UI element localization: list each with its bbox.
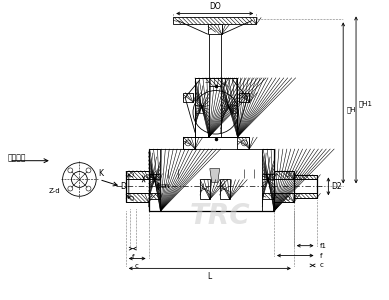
Text: 禁油: 禁油: [194, 106, 205, 115]
Polygon shape: [274, 171, 294, 179]
Polygon shape: [126, 171, 149, 179]
Polygon shape: [220, 179, 230, 199]
Text: DO: DO: [209, 2, 221, 10]
Polygon shape: [149, 173, 160, 179]
Polygon shape: [262, 193, 274, 199]
Polygon shape: [237, 137, 249, 149]
Polygon shape: [262, 173, 274, 179]
Text: 介质流向: 介质流向: [7, 153, 26, 162]
Text: D: D: [120, 182, 126, 191]
Text: f: f: [131, 254, 134, 260]
Text: K: K: [98, 169, 103, 178]
Text: 开H1: 开H1: [359, 100, 373, 107]
Text: Z-d: Z-d: [49, 188, 61, 194]
Polygon shape: [210, 169, 220, 182]
Polygon shape: [262, 149, 274, 211]
Text: DN: DN: [160, 184, 170, 189]
Polygon shape: [240, 92, 249, 102]
Text: f1: f1: [319, 243, 326, 249]
Polygon shape: [221, 78, 237, 137]
Text: f: f: [319, 253, 322, 259]
Text: 关H: 关H: [346, 106, 356, 112]
Text: c: c: [319, 262, 323, 268]
Polygon shape: [294, 175, 317, 179]
Polygon shape: [205, 78, 224, 86]
Polygon shape: [183, 92, 193, 102]
Text: D2: D2: [331, 182, 342, 191]
Text: c: c: [135, 263, 138, 269]
Text: D1: D1: [145, 174, 154, 179]
Polygon shape: [208, 24, 222, 34]
Text: L: L: [208, 272, 212, 281]
Polygon shape: [195, 78, 209, 137]
Polygon shape: [126, 193, 149, 202]
Polygon shape: [173, 17, 256, 24]
Polygon shape: [149, 149, 160, 211]
Polygon shape: [274, 193, 294, 202]
Polygon shape: [149, 193, 160, 199]
Text: TRC: TRC: [189, 202, 250, 230]
Polygon shape: [294, 193, 317, 198]
Polygon shape: [183, 137, 195, 149]
Polygon shape: [200, 179, 210, 199]
Text: 油: 油: [232, 106, 237, 115]
